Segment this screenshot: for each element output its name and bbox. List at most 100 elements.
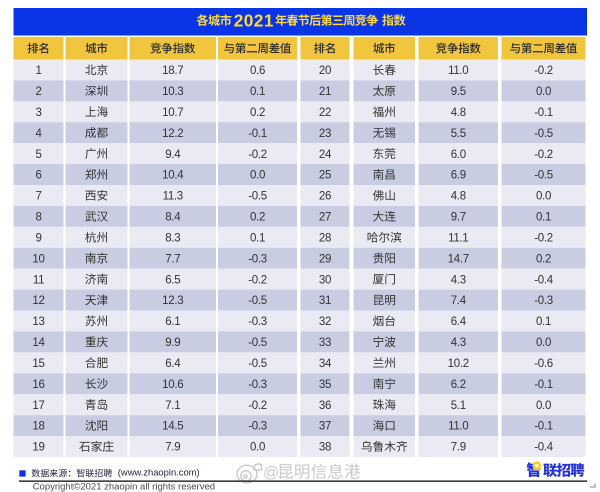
svg-text:-0.3: -0.3 [248,379,267,391]
svg-text:27: 27 [319,212,331,224]
svg-text:13: 13 [32,316,44,328]
svg-text:6.2: 6.2 [451,379,466,391]
svg-text:8.4: 8.4 [165,212,181,224]
svg-text:0.1: 0.1 [250,232,265,244]
svg-text:7.9: 7.9 [451,442,466,454]
svg-text:-0.3: -0.3 [248,316,267,328]
svg-text:6.9: 6.9 [451,170,466,182]
svg-text:-0.2: -0.2 [534,149,553,161]
svg-text:0.2: 0.2 [536,253,551,265]
svg-text:2: 2 [35,86,41,98]
svg-text:-0.3: -0.3 [248,421,267,433]
svg-text:-0.2: -0.2 [248,274,267,286]
svg-text:10.4: 10.4 [162,170,184,182]
svg-text:-0.4: -0.4 [534,442,554,454]
svg-text:1: 1 [35,65,41,77]
svg-text:-0.2: -0.2 [248,149,267,161]
svg-text:-0.5: -0.5 [248,295,267,307]
svg-text:12.3: 12.3 [162,295,183,307]
svg-text:0.0: 0.0 [536,337,551,349]
svg-text:7.4: 7.4 [451,295,467,307]
svg-text:36: 36 [319,400,331,412]
svg-text:-0.6: -0.6 [534,358,553,370]
svg-text:8: 8 [35,212,41,224]
svg-text:-0.4: -0.4 [534,274,554,286]
svg-text:2021: 2021 [234,11,274,31]
svg-text:10.6: 10.6 [162,379,183,391]
svg-text:37: 37 [319,421,331,433]
svg-text:10.2: 10.2 [448,358,469,370]
svg-text:7.7: 7.7 [165,253,180,265]
svg-text:14.5: 14.5 [162,421,183,433]
svg-text:8.3: 8.3 [165,232,180,244]
svg-text:5.1: 5.1 [451,400,466,412]
svg-text:0.1: 0.1 [536,212,551,224]
svg-text:12.2: 12.2 [162,128,183,140]
svg-text:11.3: 11.3 [163,191,183,203]
svg-text:0.1: 0.1 [250,86,265,98]
svg-text:11.0: 11.0 [448,421,468,433]
svg-text:19: 19 [32,442,44,454]
svg-text:33: 33 [319,337,331,349]
svg-text:10: 10 [32,253,44,265]
svg-text:26: 26 [319,191,331,203]
svg-text:5: 5 [35,149,41,161]
svg-text:5.5: 5.5 [451,128,466,140]
svg-text:10.3: 10.3 [162,86,183,98]
svg-text:31: 31 [319,295,331,307]
svg-text:4.3: 4.3 [451,337,466,349]
svg-text:0.0: 0.0 [250,170,265,182]
svg-text:6.5: 6.5 [165,274,180,286]
svg-text:28: 28 [319,232,331,244]
svg-text:10.7: 10.7 [162,107,183,119]
svg-text:9.4: 9.4 [165,149,181,161]
svg-text:12: 12 [32,295,44,307]
svg-text:32: 32 [319,316,331,328]
svg-text:22: 22 [319,107,331,119]
svg-text:-0.5: -0.5 [534,128,553,140]
svg-text:0.1: 0.1 [536,316,551,328]
svg-text:6.1: 6.1 [165,316,180,328]
svg-text:-0.5: -0.5 [248,191,267,203]
svg-text:7: 7 [35,191,41,203]
svg-text:Copyright©2021 zhaopin all rig: Copyright©2021 zhaopin all rights reserv… [33,482,215,492]
svg-text:0.6: 0.6 [250,65,265,77]
svg-text:4.8: 4.8 [451,107,466,119]
svg-text:0.2: 0.2 [250,107,265,119]
svg-text:4.8: 4.8 [451,191,466,203]
svg-text:4: 4 [35,128,42,140]
svg-text:11: 11 [33,274,44,286]
svg-text:6.4: 6.4 [165,358,181,370]
svg-text:-0.5: -0.5 [534,170,553,182]
svg-text:9.7: 9.7 [451,212,466,224]
svg-text:18: 18 [32,421,44,433]
svg-text:0.0: 0.0 [536,191,551,203]
svg-text:0.0: 0.0 [250,442,265,454]
svg-text:35: 35 [319,379,331,391]
svg-text:34: 34 [319,358,332,370]
svg-text:7.9: 7.9 [165,442,180,454]
svg-text:7.1: 7.1 [165,400,180,412]
svg-text:6.0: 6.0 [451,149,466,161]
svg-text:0.2: 0.2 [250,212,265,224]
svg-text:6.4: 6.4 [451,316,467,328]
svg-text:21: 21 [319,86,331,98]
svg-text:29: 29 [319,253,331,265]
svg-text:18.7: 18.7 [162,65,183,77]
svg-text:4.3: 4.3 [451,274,466,286]
svg-text:25: 25 [319,170,331,182]
svg-text:-0.2: -0.2 [534,65,553,77]
svg-text:-0.1: -0.1 [534,421,553,433]
svg-text:-0.5: -0.5 [248,337,267,349]
svg-text:14.7: 14.7 [448,253,469,265]
svg-text:-0.2: -0.2 [248,400,267,412]
svg-text:-0.5: -0.5 [248,358,267,370]
svg-text:17: 17 [32,400,44,412]
svg-text:-0.1: -0.1 [534,379,553,391]
svg-text:20: 20 [319,65,331,77]
svg-text:16: 16 [32,379,44,391]
svg-text:24: 24 [319,149,332,161]
svg-text:30: 30 [319,274,331,286]
svg-text:0.0: 0.0 [536,86,551,98]
svg-text:9.9: 9.9 [165,337,180,349]
